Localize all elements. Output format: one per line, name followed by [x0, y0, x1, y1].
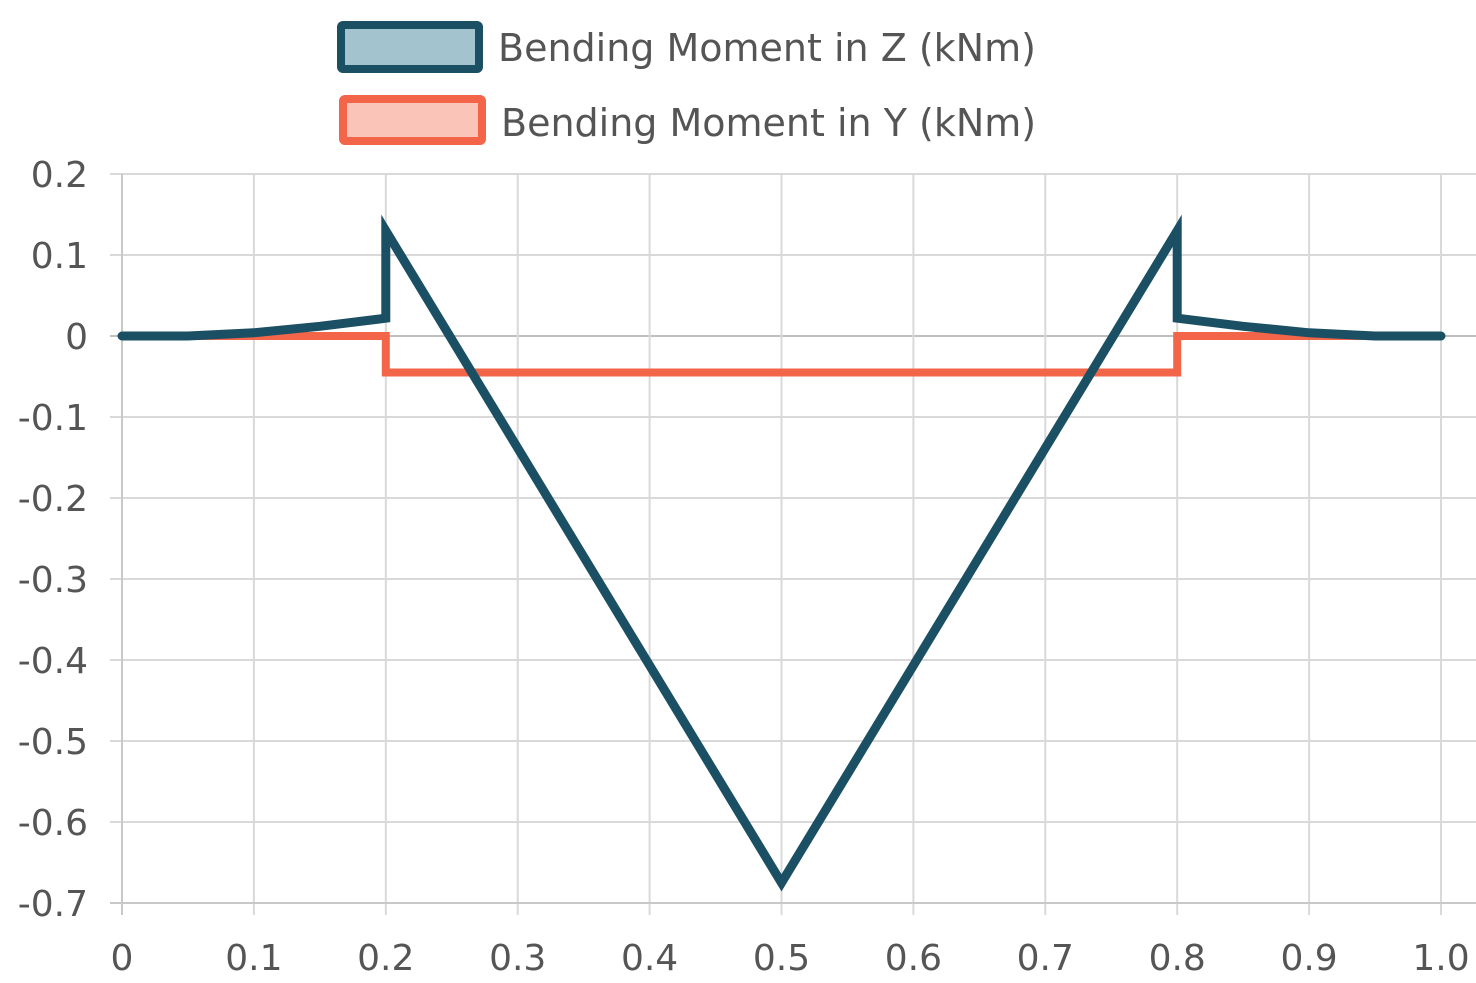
y-tick-label: 0.2 [31, 155, 88, 196]
y-tick-label: 0 [65, 317, 88, 358]
x-tick-label: 0 [111, 938, 134, 979]
y-axis-ticks: 0.2 0.1 0 -0.1 -0.2 -0.3 -0.4 -0.5 -0.6 -0.7 [18, 155, 88, 925]
x-axis-ticks: 0 0.1 0.2 0.3 0.4 0.5 0.6 0.7 0.8 0.9 1.0 [111, 938, 1470, 979]
legend-swatch-z[interactable] [337, 21, 483, 73]
y-tick-label: -0.1 [18, 398, 88, 439]
y-tick-label: -0.6 [18, 803, 88, 844]
series-line-bending-moment-y[interactable] [118, 332, 1445, 377]
series-line-bending-moment-z[interactable] [117, 214, 1446, 892]
x-tick-label: 0.2 [357, 938, 414, 979]
y-tick-label: 0.1 [31, 236, 88, 277]
y-tick-label: -0.4 [18, 641, 88, 682]
legend-label-y: Bending Moment in Y (kNm) [501, 101, 1036, 145]
y-tick-label: -0.3 [18, 560, 88, 601]
legend-label-z: Bending Moment in Z (kNm) [498, 26, 1036, 70]
x-tick-label: 0.1 [225, 938, 282, 979]
legend-swatch-y[interactable] [339, 95, 486, 145]
y-tick-label: -0.7 [18, 884, 88, 925]
x-tick-label: 0.8 [1149, 938, 1206, 979]
x-tick-label: 1.0 [1412, 938, 1469, 979]
y-tick-label: -0.5 [18, 722, 88, 763]
legend: Bending Moment in Z (kNm) Bending Moment… [337, 21, 1036, 145]
x-tick-label: 0.4 [621, 938, 678, 979]
y-tick-label: -0.2 [18, 479, 88, 520]
x-tick-label: 0.5 [753, 938, 810, 979]
series-lines [117, 214, 1446, 892]
grid [110, 173, 1476, 915]
x-tick-label: 0.3 [489, 938, 546, 979]
x-tick-label: 0.6 [885, 938, 942, 979]
x-tick-label: 0.9 [1280, 938, 1337, 979]
x-tick-label: 0.7 [1017, 938, 1074, 979]
